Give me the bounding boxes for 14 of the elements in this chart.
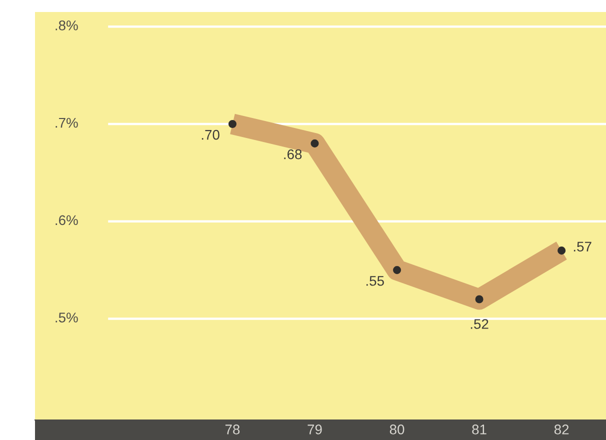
data-label: .70 — [202, 130, 220, 140]
y-tick-label: .5% — [56, 312, 78, 322]
y-tick-label: .8% — [56, 20, 78, 30]
x-tick-label: 81 — [472, 424, 486, 434]
data-label: .52 — [470, 319, 488, 329]
x-tick-label: 79 — [308, 424, 322, 434]
data-label: .68 — [284, 149, 302, 160]
x-tick-label: 82 — [554, 424, 569, 434]
data-label: .55 — [366, 276, 384, 286]
x-tick-label: 78 — [225, 424, 240, 434]
data-label: .57 — [574, 242, 592, 252]
x-tick-label: 80 — [390, 424, 404, 434]
y-tick-label: .6% — [56, 215, 78, 226]
y-tick-label: .7% — [56, 118, 78, 128]
